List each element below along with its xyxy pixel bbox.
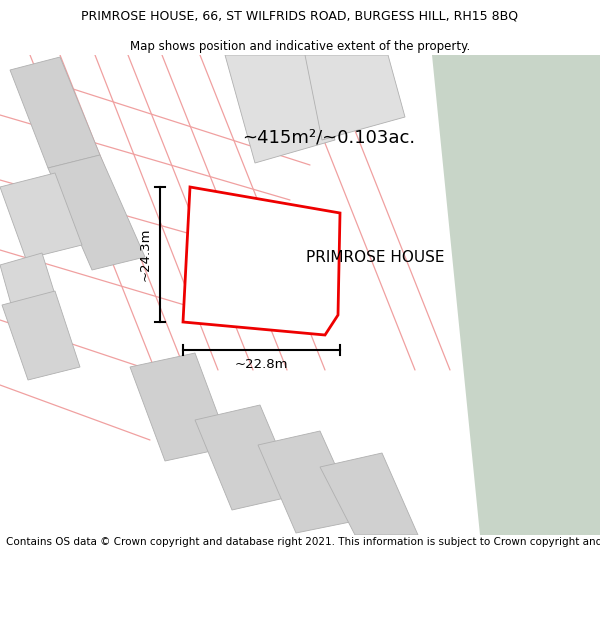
Polygon shape [258, 431, 360, 533]
Polygon shape [130, 353, 230, 461]
Polygon shape [48, 155, 145, 270]
Text: ~24.3m: ~24.3m [139, 228, 152, 281]
Polygon shape [10, 57, 100, 168]
Polygon shape [2, 291, 80, 380]
Polygon shape [0, 173, 82, 259]
Polygon shape [225, 55, 335, 163]
Text: PRIMROSE HOUSE: PRIMROSE HOUSE [306, 249, 444, 264]
Text: ~22.8m: ~22.8m [235, 358, 288, 371]
Polygon shape [183, 187, 340, 335]
Polygon shape [305, 55, 405, 140]
Text: PRIMROSE HOUSE, 66, ST WILFRIDS ROAD, BURGESS HILL, RH15 8BQ: PRIMROSE HOUSE, 66, ST WILFRIDS ROAD, BU… [82, 10, 518, 23]
Text: Map shows position and indicative extent of the property.: Map shows position and indicative extent… [130, 39, 470, 52]
Text: Contains OS data © Crown copyright and database right 2021. This information is : Contains OS data © Crown copyright and d… [6, 537, 600, 547]
Text: ~415m²/~0.103ac.: ~415m²/~0.103ac. [242, 129, 415, 147]
Polygon shape [320, 453, 418, 535]
Polygon shape [432, 55, 600, 535]
Polygon shape [195, 405, 298, 510]
Polygon shape [0, 253, 62, 329]
